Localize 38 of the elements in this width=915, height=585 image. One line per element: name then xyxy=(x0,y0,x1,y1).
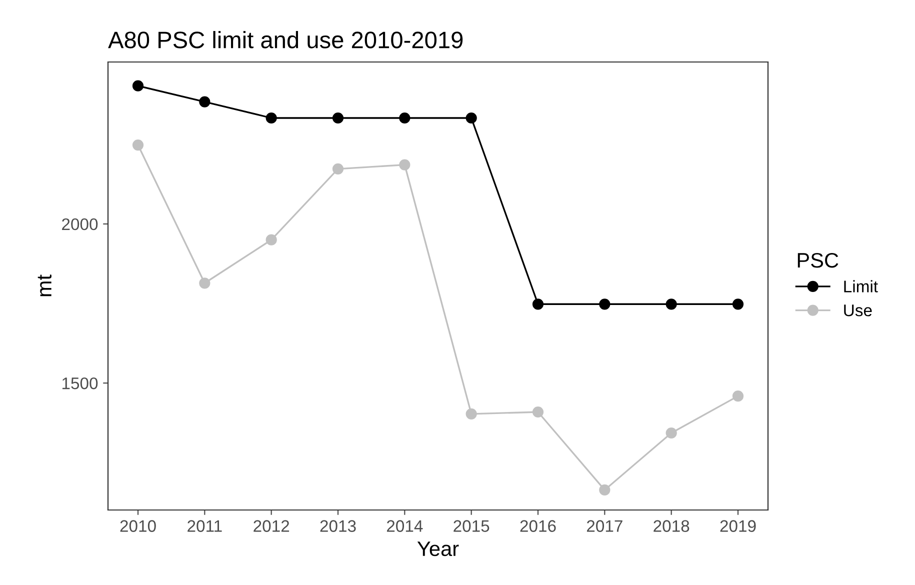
point xyxy=(466,112,477,124)
y-axis-title: mt xyxy=(38,274,52,296)
x-tick-label: 2010 xyxy=(120,520,156,532)
x-tick-label: 2018 xyxy=(654,520,690,532)
x-tick-label: 2014 xyxy=(386,520,423,532)
point xyxy=(332,163,344,174)
chart-title: A80 PSC limit and use 2010-2019 xyxy=(108,31,463,48)
x-tick-label: 2017 xyxy=(586,520,622,532)
legend-title: PSC xyxy=(798,252,838,268)
point xyxy=(199,278,210,289)
point xyxy=(732,390,744,402)
point xyxy=(399,159,410,170)
point xyxy=(599,484,610,496)
x-tick-label: 2012 xyxy=(254,520,290,532)
x-tick-label: 2019 xyxy=(720,520,756,532)
legend-label: Use xyxy=(844,304,872,316)
point xyxy=(599,298,610,310)
point xyxy=(732,298,744,310)
legend-label: Limit xyxy=(844,280,878,292)
x-tick-label: 2016 xyxy=(520,520,556,532)
y-tick-label: 1500 xyxy=(62,377,98,390)
point xyxy=(466,408,477,420)
x-tick-label: 2013 xyxy=(320,520,356,532)
y-tick-label: 2000 xyxy=(62,218,98,230)
point xyxy=(266,112,277,124)
x-tick-label: 2015 xyxy=(454,520,490,532)
point xyxy=(332,112,344,124)
x-tick-label: 2011 xyxy=(188,520,222,532)
point xyxy=(399,112,410,124)
point xyxy=(666,298,677,310)
point xyxy=(666,427,677,439)
point xyxy=(132,139,144,151)
point xyxy=(532,298,544,310)
point xyxy=(199,96,210,108)
point xyxy=(266,234,277,246)
point xyxy=(132,80,144,92)
point xyxy=(532,406,544,418)
x-axis-title: Year xyxy=(417,542,459,556)
